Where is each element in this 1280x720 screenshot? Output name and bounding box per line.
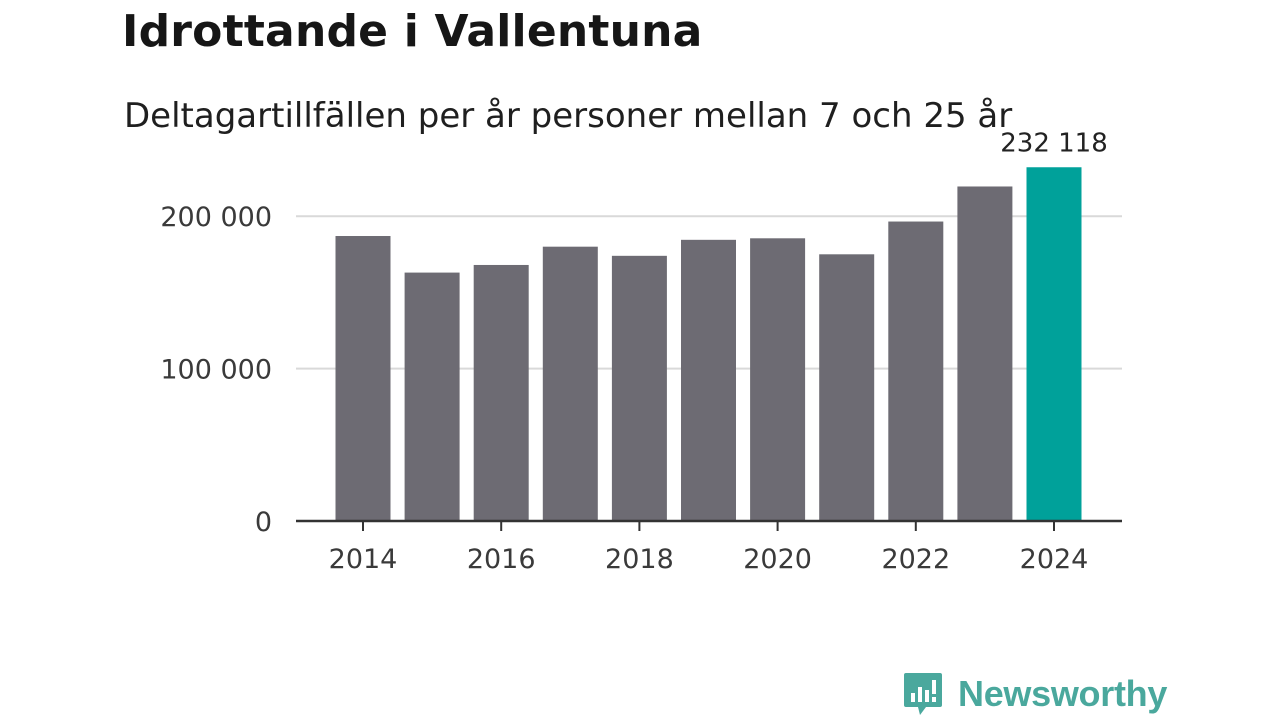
bar xyxy=(750,238,806,521)
y-tick-label: 200 000 xyxy=(160,202,272,233)
bar xyxy=(473,264,529,521)
brand-logo: Newsworthy xyxy=(902,668,1167,720)
x-tick-label: 2022 xyxy=(881,544,950,575)
bar xyxy=(681,239,736,521)
y-tick-label: 100 000 xyxy=(160,355,272,386)
y-tick-label: 0 xyxy=(255,507,272,538)
bar xyxy=(542,246,598,521)
x-tick-label: 2016 xyxy=(467,544,536,575)
brand-name: Newsworthy xyxy=(958,673,1168,714)
bar xyxy=(957,186,1013,521)
chart-subtitle: Deltagartillfällen per år personer mella… xyxy=(124,96,1013,136)
bar xyxy=(404,272,460,521)
bar-chart: 0 100 000 200 000 232 118 2014 2016 2018 2020 20… xyxy=(160,128,1122,575)
bar xyxy=(888,221,944,521)
x-tick-label: 2020 xyxy=(743,544,812,575)
bar-chart-speech-bubble-icon xyxy=(904,673,942,715)
chart-title: Idrottande i Vallentuna xyxy=(122,6,703,57)
x-tick-label: 2014 xyxy=(329,544,398,575)
x-tick-label: 2024 xyxy=(1020,544,1089,575)
bar xyxy=(819,254,875,522)
bar xyxy=(335,236,391,521)
bar-highlighted xyxy=(1026,167,1082,521)
x-tick-label: 2018 xyxy=(605,544,674,575)
bar xyxy=(611,255,667,521)
data-label: 232 118 xyxy=(1000,128,1108,158)
